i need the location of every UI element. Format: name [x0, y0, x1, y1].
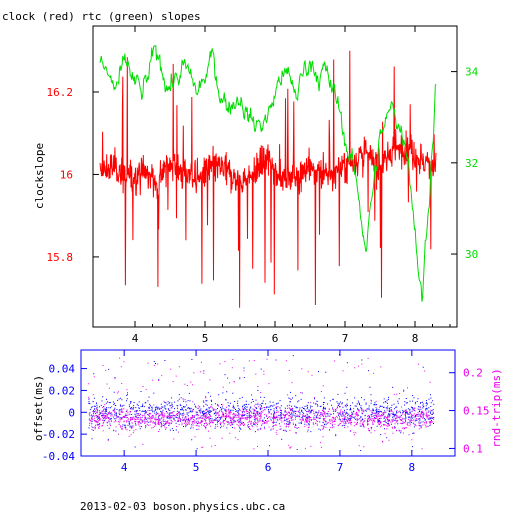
clock-slope-line	[99, 50, 437, 308]
bottom-y-tick-label: 0.02	[49, 384, 76, 397]
clock-slope-series	[99, 50, 437, 308]
bottom-x-tick-label: 7	[337, 461, 344, 474]
top-x-tick-label: 4	[132, 332, 139, 345]
top-y2-tick-label: 32	[465, 157, 478, 170]
top-y-tick-label: 15.8	[47, 251, 74, 264]
top-left-axis: 15.8 16 16.2	[47, 86, 99, 264]
bottom-y2-tick-label: 0.2	[463, 367, 483, 380]
top-y-axis-label: clockslope	[33, 143, 46, 209]
roundtrip-axis-label: rnd-trip(ms)	[490, 368, 503, 447]
bottom-right-axis: 0.1 0.15 0.2	[449, 367, 490, 455]
bottom-x-axis: 4 5 6 7 8	[121, 350, 415, 474]
bottom-x-tick-label: 8	[409, 461, 416, 474]
top-x-tick-label: 5	[202, 332, 209, 345]
bottom-y-tick-label: -0.04	[42, 450, 75, 463]
bottom-x-tick-label: 4	[121, 461, 128, 474]
top-panel: 4 5 6 7 8 15.8 16 16.2 30 32 34 clockslope	[33, 25, 479, 345]
bottom-y-tick-label: 0.04	[49, 363, 76, 376]
top-y-tick-label: 16	[60, 168, 73, 181]
top-right-axis: 30 32 34	[451, 66, 479, 261]
bottom-plot-frame	[80, 349, 456, 457]
top-y-tick-label: 16.2	[47, 86, 74, 99]
bottom-y2-tick-label: 0.1	[463, 442, 483, 455]
top-y2-tick-label: 30	[465, 248, 478, 261]
roundtrip-series	[88, 357, 435, 450]
top-x-axis: 4 5 6 7 8	[132, 26, 451, 345]
bottom-y-tick-label: -0.02	[42, 428, 75, 441]
top-x-tick-label: 7	[342, 332, 349, 345]
rtc-slope-series	[99, 45, 437, 302]
roundtrip-points	[88, 357, 435, 450]
chart-title: clock (red) rtc (green) slopes	[2, 10, 201, 23]
bottom-x-tick-label: 6	[265, 461, 272, 474]
bottom-x-tick-label: 5	[193, 461, 200, 474]
offset-series	[88, 354, 435, 452]
offset-points	[88, 354, 435, 452]
bottom-panel: 4 5 6 7 8 -0.04 -0.02 0 0.02 0.04 0.1 0.15 0.2 off…	[32, 349, 503, 474]
top-y2-tick-label: 34	[465, 66, 479, 79]
bottom-y-tick-label: 0	[68, 406, 75, 419]
offset-axis-label: offset(ms)	[32, 375, 45, 441]
footer-text: 2013-02-03 boson.physics.ubc.ca	[80, 500, 285, 512]
bottom-y2-tick-label: 0.15	[463, 405, 490, 418]
bottom-left-axis: -0.04 -0.02 0 0.02 0.04	[42, 363, 87, 463]
top-x-tick-label: 8	[412, 332, 419, 345]
rtc-slope-line	[99, 45, 437, 302]
top-x-tick-label: 6	[272, 332, 279, 345]
